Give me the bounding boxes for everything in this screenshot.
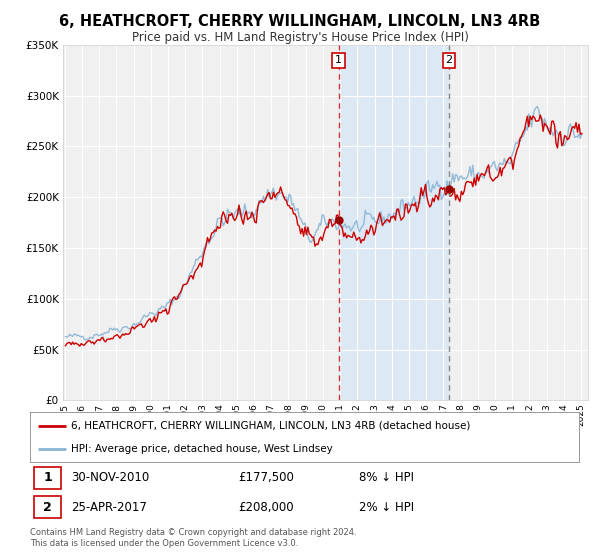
Text: 6, HEATHCROFT, CHERRY WILLINGHAM, LINCOLN, LN3 4RB (detached house): 6, HEATHCROFT, CHERRY WILLINGHAM, LINCOL… <box>71 421 470 431</box>
Text: £208,000: £208,000 <box>239 501 294 514</box>
Text: HPI: Average price, detached house, West Lindsey: HPI: Average price, detached house, West… <box>71 445 333 454</box>
Text: 30-NOV-2010: 30-NOV-2010 <box>71 471 149 484</box>
Text: £177,500: £177,500 <box>239 471 295 484</box>
Text: 8% ↓ HPI: 8% ↓ HPI <box>359 471 415 484</box>
Text: Contains HM Land Registry data © Crown copyright and database right 2024.
This d: Contains HM Land Registry data © Crown c… <box>30 528 356 548</box>
Text: Price paid vs. HM Land Registry's House Price Index (HPI): Price paid vs. HM Land Registry's House … <box>131 31 469 44</box>
Text: 2: 2 <box>43 501 52 514</box>
Bar <box>34 466 61 489</box>
Text: 25-APR-2017: 25-APR-2017 <box>71 501 147 514</box>
Text: 1: 1 <box>335 55 342 66</box>
Bar <box>34 496 61 519</box>
Text: 2: 2 <box>445 55 452 66</box>
Bar <box>339 45 449 400</box>
Text: 2% ↓ HPI: 2% ↓ HPI <box>359 501 415 514</box>
Text: 1: 1 <box>43 471 52 484</box>
Text: 6, HEATHCROFT, CHERRY WILLINGHAM, LINCOLN, LN3 4RB: 6, HEATHCROFT, CHERRY WILLINGHAM, LINCOL… <box>59 14 541 29</box>
